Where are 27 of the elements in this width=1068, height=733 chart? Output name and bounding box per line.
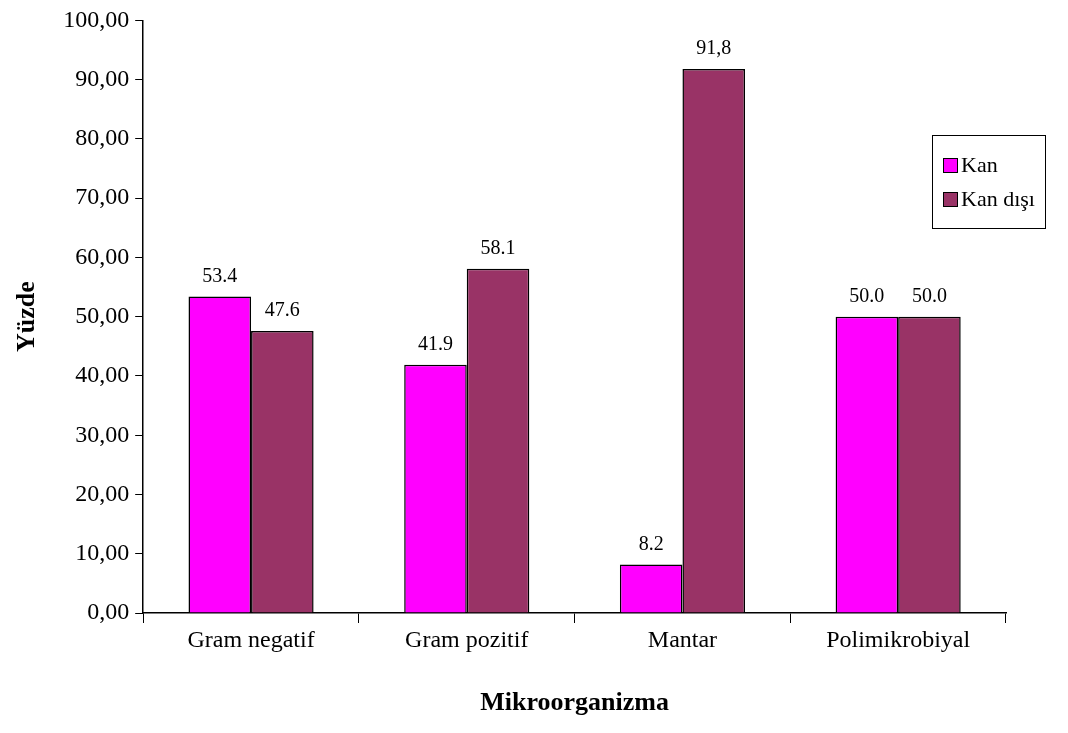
y-tick-label: 50,00 xyxy=(75,302,130,328)
y-tick-label: 20,00 xyxy=(75,479,130,506)
y-tick-label: 90,00 xyxy=(75,64,130,91)
y-tick-label: 100,00 xyxy=(63,5,130,32)
y-tick-label: 70,00 xyxy=(75,183,130,210)
data-label: 47.6 xyxy=(264,298,300,321)
x-tick-label: Gram negatif xyxy=(187,625,315,652)
data-label: 8.2 xyxy=(638,531,664,554)
x-axis-title: Mikroorganizma xyxy=(480,687,669,717)
data-label: 58.1 xyxy=(480,235,516,258)
y-tick-label: 60,00 xyxy=(75,242,130,269)
data-label: 50.0 xyxy=(849,283,885,306)
x-tick-label: Gram pozitif xyxy=(405,625,529,652)
y-axis-title: Yüzde xyxy=(11,281,41,353)
legend-label: Kan xyxy=(961,152,998,178)
x-tick-label: Mantar xyxy=(647,625,718,652)
y-tick-label: 10,00 xyxy=(75,539,130,566)
data-label: 91,8 xyxy=(696,36,732,59)
data-label: 41.9 xyxy=(417,331,453,354)
y-tick-label: 0,00 xyxy=(87,598,130,625)
data-label: 50.0 xyxy=(911,283,947,306)
y-tick-label: 40,00 xyxy=(75,361,130,388)
data-label: 53.4 xyxy=(202,263,238,286)
y-tick-label: 80,00 xyxy=(75,124,130,151)
y-tick-label: 30,00 xyxy=(75,420,130,447)
x-tick-label: Polimikrobiyal xyxy=(826,625,971,652)
legend-label: Kan dışı xyxy=(961,186,1035,212)
